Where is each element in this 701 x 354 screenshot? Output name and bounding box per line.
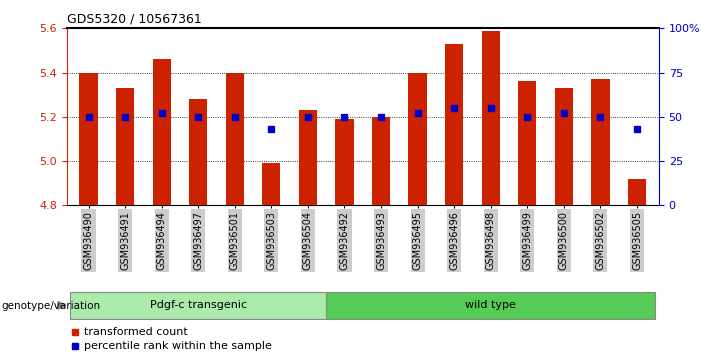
Text: percentile rank within the sample: percentile rank within the sample: [84, 341, 272, 351]
Bar: [554, 88, 573, 205]
Bar: [70, 292, 326, 319]
Bar: [326, 292, 655, 319]
Text: transformed count: transformed count: [84, 327, 188, 337]
Bar: [592, 79, 610, 205]
Text: genotype/variation: genotype/variation: [1, 301, 100, 310]
Bar: [226, 73, 244, 205]
Bar: [299, 110, 317, 205]
Bar: [116, 88, 134, 205]
Bar: [79, 73, 97, 205]
Text: Pdgf-c transgenic: Pdgf-c transgenic: [150, 300, 247, 310]
Bar: [409, 73, 427, 205]
Bar: [518, 81, 536, 205]
Bar: [262, 163, 280, 205]
Bar: [372, 117, 390, 205]
Bar: [482, 30, 500, 205]
Bar: [153, 59, 171, 205]
Text: wild type: wild type: [465, 300, 516, 310]
Bar: [628, 179, 646, 205]
Bar: [335, 119, 353, 205]
Bar: [445, 44, 463, 205]
Text: GDS5320 / 10567361: GDS5320 / 10567361: [67, 13, 201, 26]
Bar: [189, 99, 207, 205]
